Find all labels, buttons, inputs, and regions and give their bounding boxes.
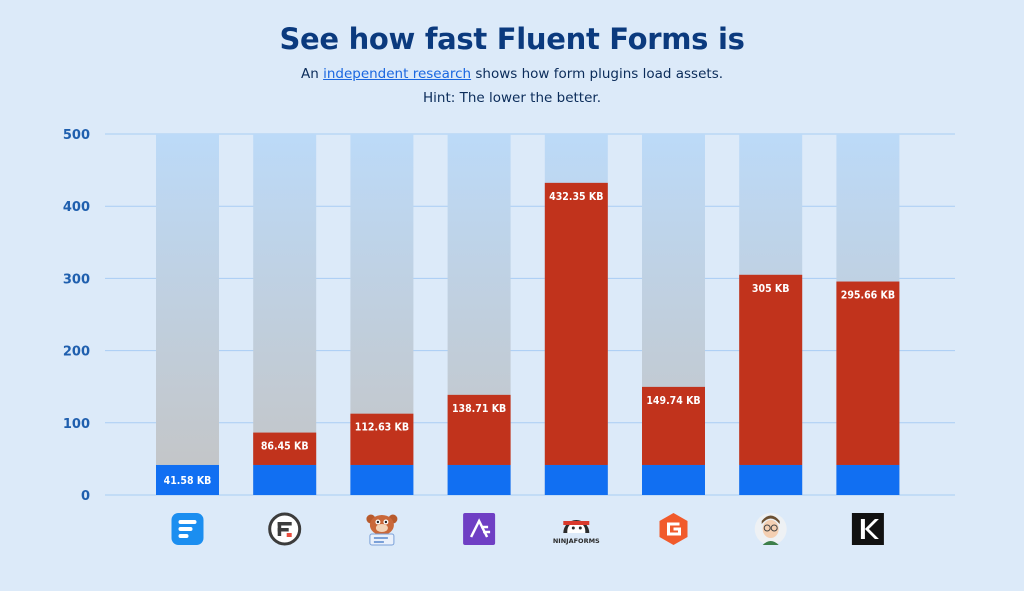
everest-forms-icon: [463, 513, 496, 545]
bar-group: 305 KB: [739, 134, 803, 495]
y-tick-label: 300: [63, 272, 90, 287]
bar-data-label: 295.66 KB: [841, 290, 895, 302]
bar-group: 41.58 KB: [156, 134, 219, 495]
bar-base: [739, 464, 803, 495]
y-tick-label: 500: [63, 128, 90, 143]
ninja-forms-icon: NINJAFORMS: [553, 520, 600, 545]
bar-track: [156, 134, 219, 495]
bar-value: [253, 432, 317, 465]
bar-value: [350, 413, 414, 465]
bar-value: [739, 274, 803, 465]
bar-base: [836, 464, 900, 495]
subtitle: An independent research shows how form p…: [0, 66, 1024, 82]
bar-value: [642, 386, 705, 465]
bar-group: 295.66 KB: [836, 134, 900, 495]
hint-text: Hint: The lower the better.: [422, 90, 601, 106]
bar-data-label: 432.35 KB: [549, 191, 603, 203]
caldera-forms-icon: [754, 513, 787, 545]
subtitle-suffix: shows how form plugins load assets.: [471, 66, 724, 82]
ninja-logo-text: NINJAFORMS: [553, 537, 600, 545]
y-tick-label: 400: [63, 200, 90, 215]
bar-data-label: 41.58 KB: [164, 475, 212, 487]
gravity-forms-icon: [659, 513, 688, 545]
bar-value: [836, 281, 900, 465]
bar-group: 149.74 KB: [642, 134, 705, 495]
y-tick-label: 0: [81, 489, 90, 504]
bar-data-label: 112.63 KB: [355, 422, 409, 434]
y-tick-label: 100: [63, 417, 90, 432]
bar-base: [642, 464, 705, 495]
bar-data-label: 86.45 KB: [261, 441, 309, 453]
page-title: See how fast Fluent Forms is: [279, 22, 745, 56]
bar-base: [253, 464, 317, 495]
kali-forms-icon: [851, 513, 884, 545]
bar-value: [447, 394, 511, 465]
formidable-forms-icon: [268, 512, 302, 546]
bar-data-label: 305 KB: [752, 283, 790, 295]
y-tick-label: 200: [63, 345, 90, 360]
bar-data-label: 138.71 KB: [452, 403, 506, 415]
subtitle-prefix: An: [300, 66, 324, 82]
bar-group: 432.35 KB: [544, 134, 608, 495]
research-link[interactable]: independent research: [323, 66, 472, 82]
bar-base: [156, 464, 219, 495]
bar-group: 112.63 KB: [350, 134, 414, 495]
bar-group: 138.71 KB: [447, 134, 511, 495]
bar-group: 86.45 KB: [253, 134, 317, 495]
fluent-forms-icon: [171, 513, 204, 545]
bar-data-label: 149.74 KB: [646, 395, 700, 407]
wpforms-icon: [366, 514, 398, 546]
bar-base: [350, 464, 414, 495]
bar-base: [447, 464, 511, 495]
bar-base: [544, 464, 608, 495]
bar-value: [544, 182, 608, 465]
